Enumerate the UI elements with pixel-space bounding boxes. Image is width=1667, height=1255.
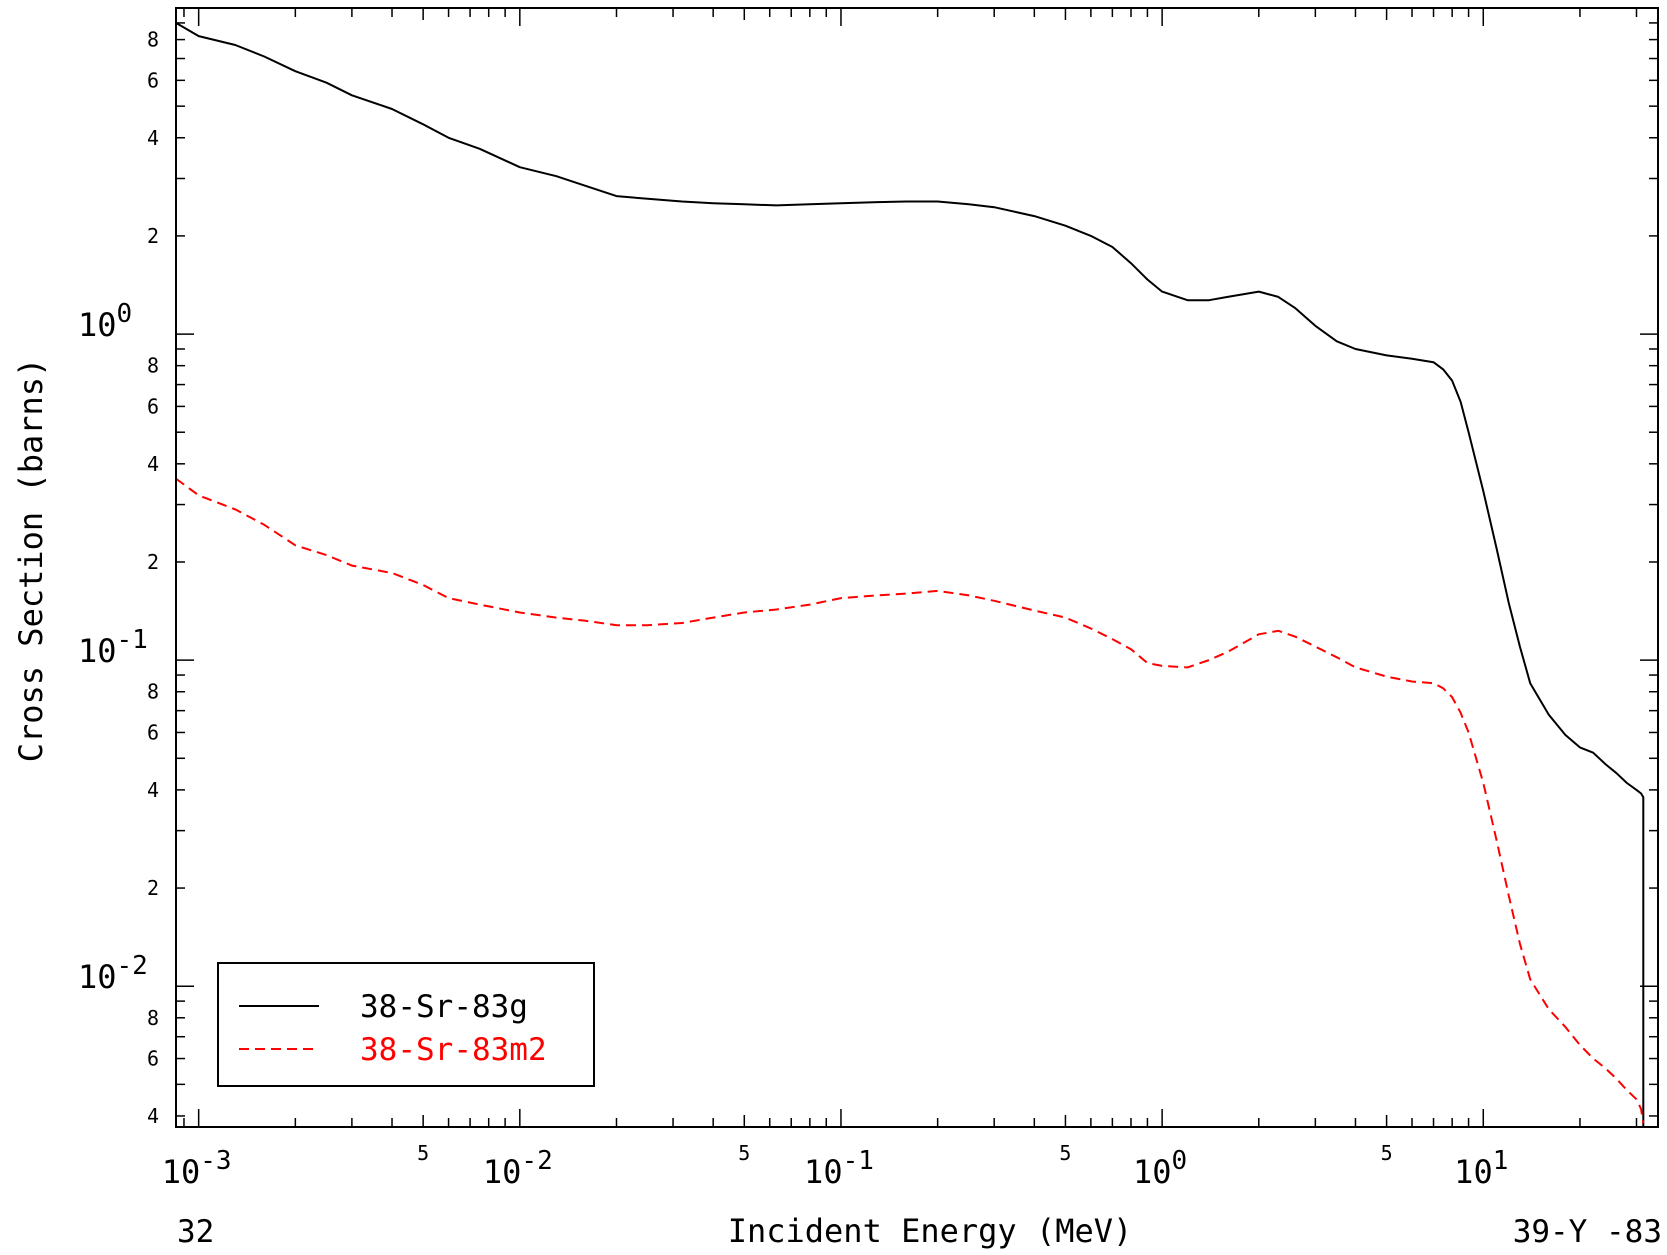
y-tick-label: 10-2 xyxy=(78,951,148,996)
x-tick-label: 10-2 xyxy=(483,1146,553,1191)
y-tick-label: 2 xyxy=(147,224,159,248)
y-tick-label: 6 xyxy=(147,1047,159,1071)
plot-frame xyxy=(175,7,1659,1128)
x-tick-label: 10-1 xyxy=(804,1146,874,1191)
y-tick-label: 100 xyxy=(78,299,132,344)
footer-left-label: 32 xyxy=(177,1214,214,1250)
series-line-2 xyxy=(175,477,1645,1124)
y-tick-label: 6 xyxy=(147,394,159,418)
x-tick-label: 101 xyxy=(1454,1146,1508,1191)
y-tick-label: 8 xyxy=(147,28,159,52)
x-tick-label: 5 xyxy=(417,1141,429,1165)
y-tick-label: 8 xyxy=(147,354,159,378)
y-tick-label: 6 xyxy=(147,720,159,744)
x-tick-label: 100 xyxy=(1133,1146,1187,1191)
y-tick-label: 4 xyxy=(147,778,159,802)
x-tick-label: 10-3 xyxy=(162,1146,232,1191)
legend-label-1: 38-Sr-83g xyxy=(360,989,528,1025)
legend: 38-Sr-83g 38-Sr-83m2 xyxy=(217,962,595,1087)
x-tick-label: 5 xyxy=(1381,1141,1393,1165)
legend-label-2: 38-Sr-83m2 xyxy=(360,1032,547,1068)
y-tick-label: 10-1 xyxy=(78,625,148,670)
y-tick-label: 6 xyxy=(147,68,159,92)
series-layer xyxy=(175,22,1645,1127)
footer-right-label: 39-Y -83 xyxy=(1513,1214,1662,1250)
x-axis-title: Incident Energy (MeV) xyxy=(728,1212,1133,1250)
legend-box xyxy=(217,962,595,1087)
y-axis-title: Cross Section (barns) xyxy=(12,358,50,763)
series-line-1 xyxy=(175,22,1645,1127)
x-tick-label: 5 xyxy=(1059,1141,1071,1165)
y-tick-label: 8 xyxy=(147,1006,159,1030)
x-tick-label: 5 xyxy=(738,1141,750,1165)
ticks-layer: 10-3 10-2 10-1 100 101 5 5 5 5 100 10-1 10-2 8 6 4 2 8 6 4… xyxy=(78,8,1658,1191)
y-tick-label: 2 xyxy=(147,550,159,574)
y-tick-label: 8 xyxy=(147,680,159,704)
y-tick-label: 4 xyxy=(147,126,159,150)
y-tick-label: 4 xyxy=(147,452,159,476)
y-tick-label: 4 xyxy=(147,1104,159,1128)
y-tick-label: 2 xyxy=(147,876,159,900)
